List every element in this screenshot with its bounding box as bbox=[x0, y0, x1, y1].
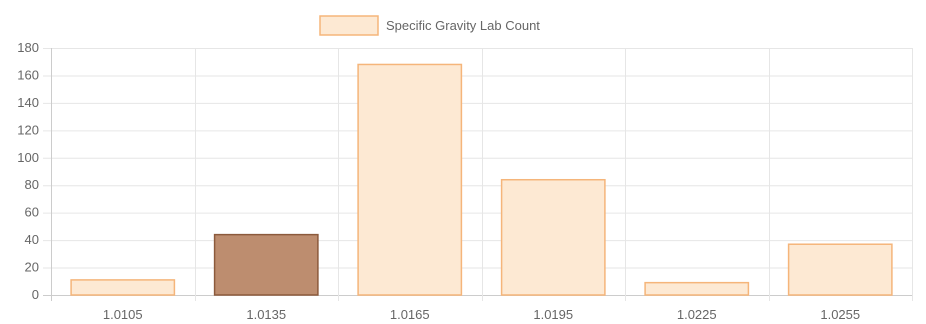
y-tick-label: 0 bbox=[32, 287, 39, 302]
y-tick-label: 180 bbox=[17, 40, 39, 55]
x-tick-label: 1.0105 bbox=[103, 307, 143, 322]
x-tick-label: 1.0195 bbox=[533, 307, 573, 322]
x-axis-ticks: 1.0105 1.0135 1.0165 1.0195 1.0225 1.0255 bbox=[103, 307, 860, 322]
x-tick-label: 1.0165 bbox=[390, 307, 430, 322]
grid-layer bbox=[43, 48, 913, 301]
x-tick-label: 1.0135 bbox=[246, 307, 286, 322]
y-tick-label: 160 bbox=[17, 67, 39, 82]
y-tick-label: 140 bbox=[17, 95, 39, 110]
bar-1-0135 bbox=[213, 233, 319, 296]
legend-swatch bbox=[319, 15, 379, 36]
bar-1-0105 bbox=[70, 279, 176, 296]
x-tick-label: 1.0225 bbox=[677, 307, 717, 322]
y-tick-label: 40 bbox=[25, 232, 39, 247]
legend-label: Specific Gravity Lab Count bbox=[386, 18, 540, 33]
bar-1-0195 bbox=[500, 178, 606, 296]
y-axis-ticks: 0 20 40 60 80 100 120 140 160 180 bbox=[17, 40, 39, 302]
legend[interactable]: Specific Gravity Lab Count bbox=[319, 15, 540, 36]
y-tick-label: 60 bbox=[25, 205, 39, 220]
y-tick-label: 80 bbox=[25, 177, 39, 192]
bar-1-0225 bbox=[644, 281, 750, 296]
y-tick-label: 120 bbox=[17, 122, 39, 137]
x-tick-label: 1.0255 bbox=[820, 307, 860, 322]
y-tick-label: 20 bbox=[25, 260, 39, 275]
bar-1-0255 bbox=[787, 243, 893, 296]
bars-layer bbox=[70, 63, 893, 296]
y-tick-label: 100 bbox=[17, 150, 39, 165]
bar-1-0165 bbox=[357, 63, 463, 296]
